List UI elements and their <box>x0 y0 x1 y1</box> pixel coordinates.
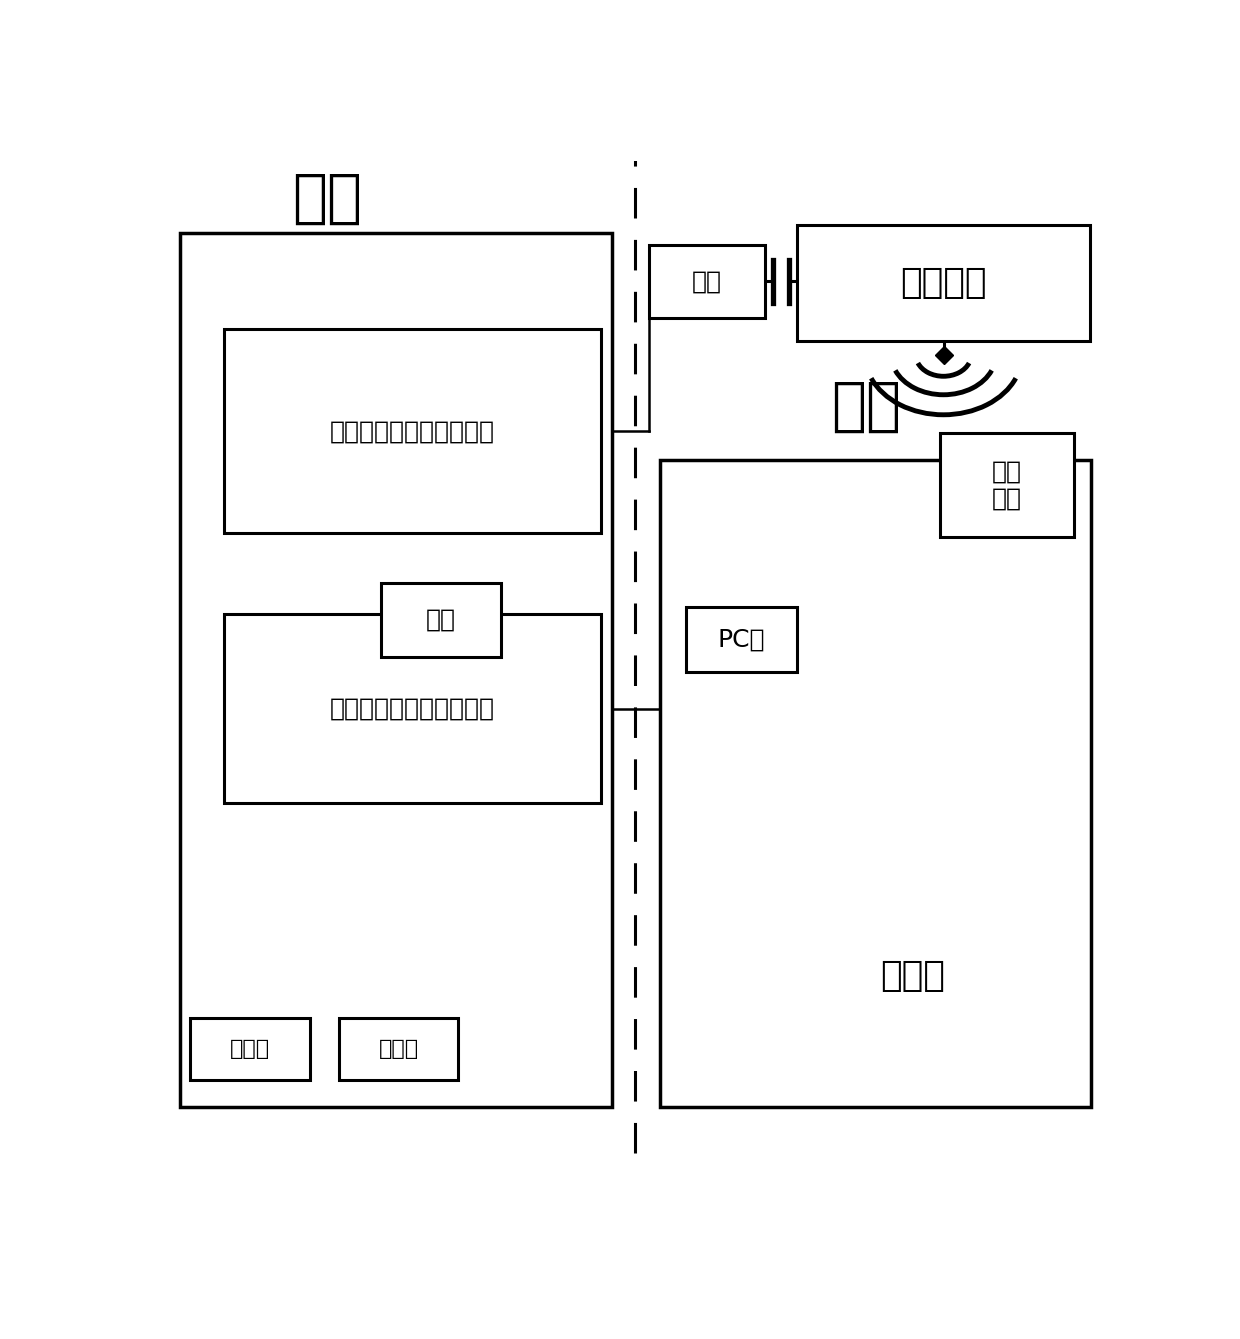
Bar <box>180 233 613 1107</box>
Text: 调度自动化系统安全二区: 调度自动化系统安全二区 <box>330 696 495 720</box>
Bar <box>650 245 765 317</box>
Text: 调度端: 调度端 <box>231 1039 270 1059</box>
Text: 隔离: 隔离 <box>427 608 456 632</box>
Text: 终端: 终端 <box>992 487 1022 511</box>
Text: 移动: 移动 <box>992 459 1022 483</box>
Text: PC端: PC端 <box>718 627 765 651</box>
Text: 公共网络: 公共网络 <box>900 266 987 300</box>
Text: 主站: 主站 <box>293 170 362 226</box>
Text: 隔离: 隔离 <box>692 269 722 293</box>
Bar <box>686 607 797 672</box>
Text: 主控室: 主控室 <box>880 959 945 994</box>
Text: 调度自动化系统安全三区: 调度自动化系统安全三区 <box>330 419 495 443</box>
Text: 厂站: 厂站 <box>832 378 901 435</box>
Bar <box>223 615 601 803</box>
Bar <box>339 1019 459 1081</box>
Bar <box>940 434 1074 537</box>
Bar <box>223 329 601 533</box>
Text: 调度端: 调度端 <box>378 1039 419 1059</box>
Bar <box>797 225 1090 341</box>
Bar <box>382 584 501 656</box>
Bar <box>660 461 1091 1107</box>
Bar <box>191 1019 310 1081</box>
